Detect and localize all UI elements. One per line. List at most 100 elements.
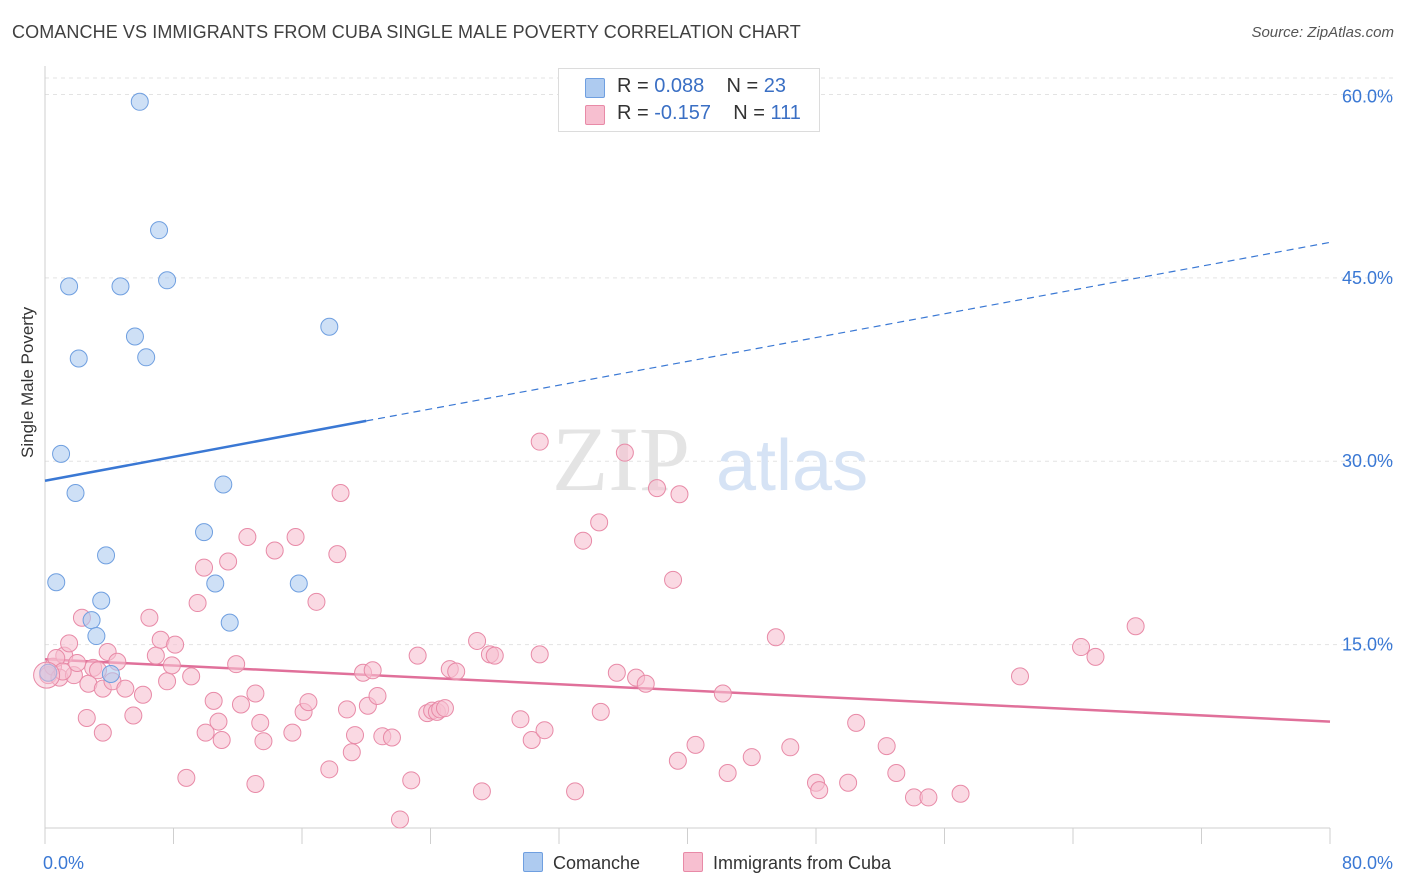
data-point bbox=[246, 684, 265, 703]
y-axis-label: Single Male Poverty bbox=[18, 306, 37, 458]
legend-n-label: N = bbox=[733, 102, 765, 124]
data-point bbox=[342, 743, 361, 762]
data-point bbox=[150, 221, 169, 240]
data-point bbox=[781, 738, 800, 757]
data-point bbox=[951, 784, 970, 803]
bottom-legend-label: Immigrants from Cuba bbox=[713, 853, 892, 873]
data-point bbox=[307, 592, 326, 611]
data-point bbox=[283, 723, 302, 742]
data-point bbox=[535, 721, 554, 740]
data-point bbox=[124, 706, 143, 725]
data-point bbox=[877, 737, 896, 756]
data-point bbox=[166, 635, 185, 654]
data-point bbox=[66, 484, 85, 503]
data-point bbox=[402, 771, 421, 790]
data-point bbox=[810, 781, 829, 800]
data-point bbox=[919, 788, 938, 807]
data-point bbox=[196, 723, 215, 742]
data-point bbox=[1010, 667, 1029, 686]
data-point bbox=[566, 782, 585, 801]
data-point bbox=[101, 664, 120, 683]
data-point bbox=[591, 702, 610, 721]
data-point bbox=[530, 432, 549, 451]
data-point bbox=[231, 695, 250, 714]
data-point bbox=[670, 485, 689, 504]
correlation-legend: R = 0.088 N = 23 R = -0.157 N = 111 bbox=[558, 68, 820, 132]
data-point bbox=[60, 634, 79, 653]
data-point bbox=[125, 327, 144, 346]
data-point bbox=[636, 674, 655, 693]
data-point bbox=[77, 708, 96, 727]
data-point bbox=[68, 653, 87, 672]
y-tick-label: 45.0% bbox=[1342, 268, 1393, 288]
data-point bbox=[363, 661, 382, 680]
y-tick-label: 30.0% bbox=[1342, 451, 1393, 471]
data-point bbox=[238, 528, 257, 547]
data-point bbox=[664, 570, 683, 589]
data-point bbox=[92, 591, 111, 610]
data-point bbox=[574, 531, 593, 550]
data-point bbox=[320, 317, 339, 336]
data-point bbox=[320, 760, 339, 779]
data-point bbox=[111, 277, 130, 296]
data-point bbox=[472, 782, 491, 801]
data-point bbox=[1072, 638, 1091, 657]
tick-labels: 15.0% 30.0% 45.0% 60.0% 0.0% 80.0% bbox=[43, 86, 1393, 873]
data-point bbox=[133, 685, 152, 704]
data-point bbox=[299, 693, 318, 712]
data-point bbox=[246, 774, 265, 793]
data-point bbox=[227, 655, 246, 674]
data-point bbox=[52, 444, 71, 463]
data-point bbox=[212, 730, 231, 749]
data-point bbox=[286, 528, 305, 547]
data-point bbox=[219, 552, 238, 571]
data-point bbox=[146, 646, 165, 665]
data-point bbox=[668, 751, 687, 770]
data-point bbox=[69, 349, 88, 368]
data-point bbox=[742, 748, 761, 767]
data-point bbox=[408, 646, 427, 665]
trend-lines bbox=[44, 241, 1331, 723]
data-point bbox=[97, 546, 116, 565]
data-point bbox=[390, 810, 409, 829]
data-point bbox=[140, 608, 159, 627]
data-point bbox=[718, 763, 737, 782]
data-point bbox=[485, 646, 504, 665]
data-point bbox=[847, 713, 866, 732]
legend-r-label: R = bbox=[617, 102, 649, 124]
data-point bbox=[337, 700, 356, 719]
data-point bbox=[522, 730, 541, 749]
data-point bbox=[214, 475, 233, 494]
bottom-legend-swatch-comanche bbox=[523, 852, 543, 872]
legend-n-value: 111 bbox=[770, 102, 801, 124]
data-point bbox=[188, 594, 207, 613]
y-tick-label: 60.0% bbox=[1342, 86, 1393, 106]
data-point bbox=[177, 768, 196, 787]
legend-swatch-cuba bbox=[585, 105, 605, 125]
legend-r-value: -0.157 bbox=[654, 102, 711, 124]
x-tick-label: 0.0% bbox=[43, 853, 84, 873]
data-point bbox=[615, 443, 634, 462]
data-point bbox=[251, 713, 270, 732]
data-point bbox=[766, 628, 785, 647]
data-point bbox=[590, 513, 609, 532]
data-point bbox=[289, 574, 308, 593]
trend-line-cuba bbox=[44, 658, 1331, 723]
data-point bbox=[887, 763, 906, 782]
legend-r-label: R = bbox=[617, 75, 649, 97]
data-point bbox=[331, 484, 350, 503]
data-point bbox=[195, 523, 214, 542]
data-point bbox=[265, 541, 284, 560]
x-tick-label: 80.0% bbox=[1342, 853, 1393, 873]
data-point bbox=[435, 699, 454, 718]
data-point bbox=[93, 723, 112, 742]
data-point bbox=[686, 735, 705, 754]
data-point bbox=[382, 728, 401, 747]
data-point bbox=[130, 92, 149, 111]
data-point bbox=[1126, 617, 1145, 636]
data-point bbox=[346, 726, 365, 745]
data-point bbox=[511, 710, 530, 729]
data-point bbox=[195, 558, 214, 577]
data-point bbox=[33, 661, 61, 689]
data-point bbox=[137, 348, 156, 367]
